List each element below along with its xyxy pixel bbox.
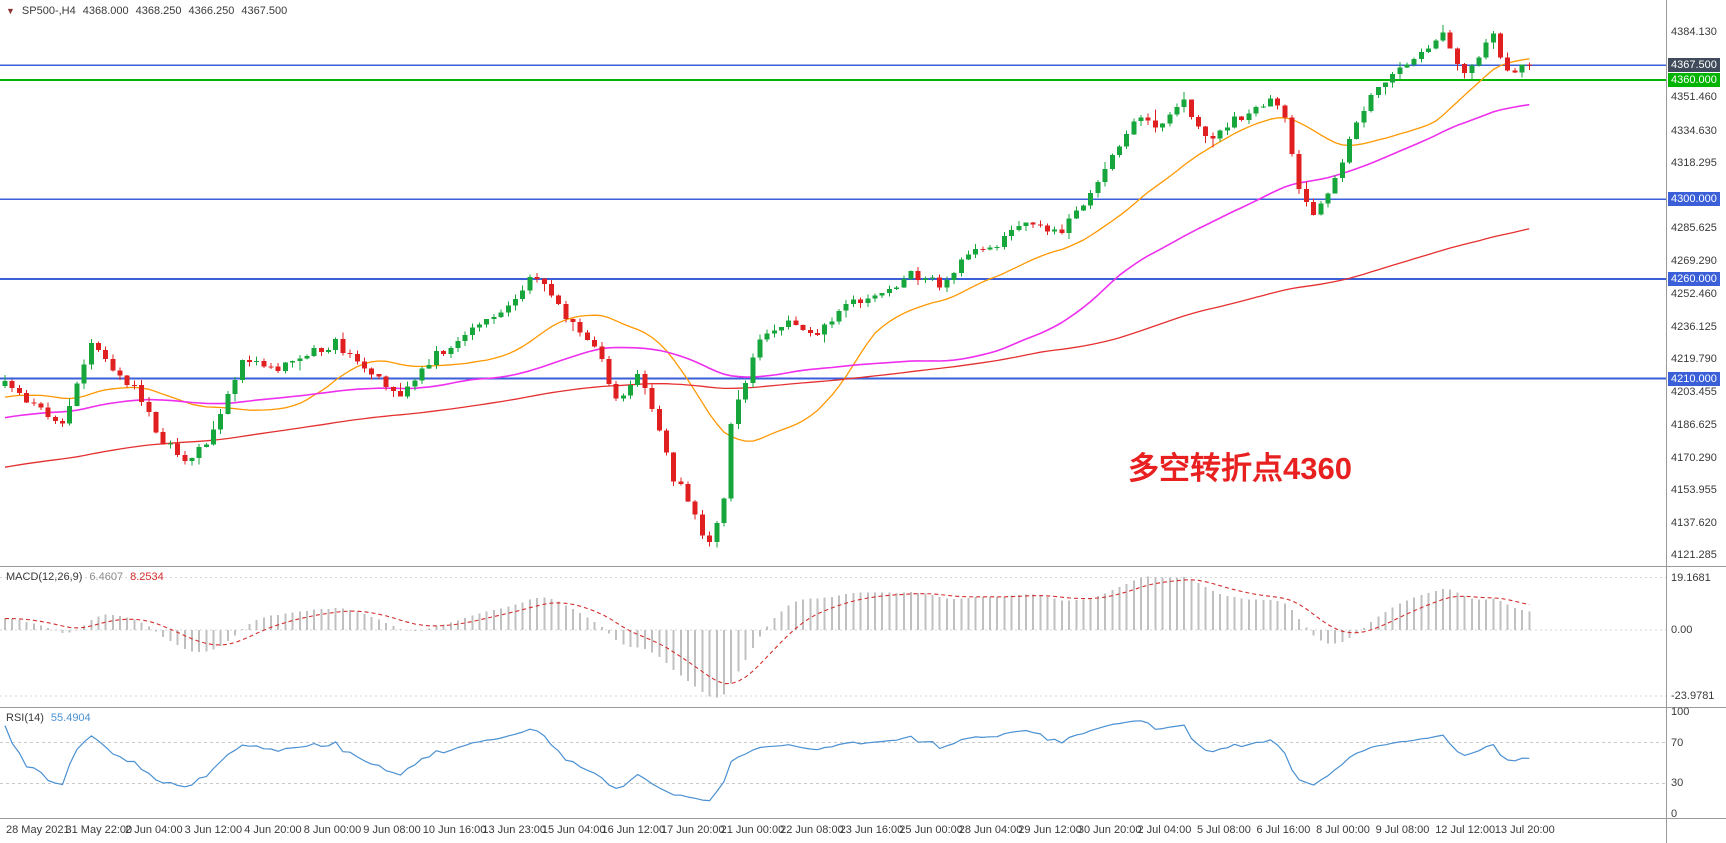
- time-tick-label: 5 Jul 08:00: [1197, 824, 1251, 836]
- chart-header: ▼ SP500-,H4 4368.000 4368.250 4366.250 4…: [6, 5, 287, 17]
- macd-scale-label: 19.1681: [1671, 571, 1711, 584]
- price-tick-label: 4121.285: [1671, 549, 1717, 562]
- time-tick-label: 10 Jun 16:00: [422, 824, 487, 836]
- macd-canvas[interactable]: [0, 567, 1666, 707]
- time-tick-label: 9 Jun 08:00: [363, 824, 421, 836]
- rsi-value: 55.4904: [50, 712, 91, 724]
- macd-panel[interactable]: MACD(12,26,9) 6.4607 8.2534: [0, 567, 1666, 707]
- axis-border: [1666, 0, 1667, 843]
- time-tick-label: 3 Jun 12:00: [184, 824, 243, 836]
- macd-indicator-label: MACD(12,26,9) 6.4607 8.2534: [6, 571, 164, 583]
- time-tick-label: 21 Jun 00:00: [720, 824, 785, 836]
- time-tick-label: 28 May 2021: [6, 824, 70, 836]
- price-tick-label: 4137.620: [1671, 516, 1717, 529]
- ohlc-high-value: 4368.250: [135, 5, 182, 17]
- time-tick-label: 13 Jul 20:00: [1494, 824, 1555, 836]
- price-tick-label: 4219.790: [1671, 353, 1717, 365]
- time-tick-label: 9 Jul 08:00: [1375, 824, 1430, 836]
- rsi-indicator-label: RSI(14) 55.4904: [6, 712, 91, 724]
- price-tick-label: 4186.625: [1671, 419, 1717, 431]
- hline-price-badge[interactable]: 4210.000: [1668, 371, 1720, 386]
- time-tick-label: 8 Jul 00:00: [1316, 824, 1370, 836]
- time-tick-label: 8 Jun 00:00: [303, 824, 362, 836]
- price-tick-label: 4203.455: [1671, 385, 1717, 398]
- hline-price-badge[interactable]: 4260.000: [1668, 272, 1720, 286]
- time-tick-label: 2 Jun 04:00: [125, 824, 183, 836]
- candlestick-canvas[interactable]: [0, 0, 1666, 566]
- panel-separator: [0, 818, 1726, 819]
- ohlc-close-value: 4367.500: [241, 5, 288, 17]
- macd-main-value: 6.4607: [89, 571, 124, 583]
- time-tick-label: 28 Jun 04:00: [958, 824, 1023, 836]
- time-tick-label: 12 Jul 12:00: [1435, 824, 1496, 836]
- time-tick-label: 13 Jun 23:00: [482, 824, 547, 836]
- time-tick-label: 23 Jun 16:00: [839, 824, 904, 836]
- hline-price-badge[interactable]: 4367.500: [1668, 58, 1720, 73]
- panel-separator[interactable]: [0, 707, 1726, 708]
- price-tick-label: 4351.460: [1671, 91, 1717, 103]
- price-tick-label: 4269.290: [1671, 254, 1717, 267]
- price-tick-label: 4236.125: [1671, 320, 1717, 333]
- time-axis[interactable]: 28 May 2021 31 May 22:00 2 Jun 04:00 3 Jun …: [0, 819, 1726, 843]
- time-tick-label: 31 May 22:00: [65, 824, 133, 836]
- rsi-scale-label: 100: [1671, 706, 1690, 718]
- price-tick-label: 4334.630: [1671, 124, 1717, 137]
- rsi-canvas[interactable]: [0, 708, 1666, 818]
- time-tick-label: 15 Jun 04:00: [541, 824, 606, 836]
- collapse-arrow-icon[interactable]: ▼: [6, 5, 15, 16]
- price-tick-label: 4153.955: [1671, 484, 1717, 497]
- rsi-scale-label: 30: [1671, 777, 1684, 790]
- symbol-timeframe-label: SP500-,H4: [21, 5, 76, 17]
- time-tick-label: 29 Jun 12:00: [1018, 824, 1082, 836]
- time-tick-label: 17 Jun 20:00: [661, 824, 725, 836]
- annotation-text: 多空转折点4360: [1128, 451, 1352, 486]
- rsi-name: RSI(14): [6, 712, 44, 724]
- rsi-panel[interactable]: RSI(14) 55.4904: [0, 708, 1666, 818]
- ohlc-low-value: 4366.250: [188, 5, 235, 17]
- time-tick-label: 4 Jun 20:00: [244, 824, 302, 836]
- macd-name: MACD(12,26,9): [6, 571, 83, 583]
- main-chart-panel[interactable]: ▼ SP500-,H4 4368.000 4368.250 4366.250 4…: [0, 0, 1666, 566]
- macd-scale-label: 0.00: [1671, 624, 1693, 637]
- hline-price-badge[interactable]: 4300.000: [1668, 192, 1720, 207]
- macd-scale-label: -23.9781: [1671, 690, 1715, 702]
- price-tick-label: 4318.295: [1671, 157, 1717, 169]
- price-tick-label: 4285.625: [1671, 222, 1717, 234]
- price-axis[interactable]: 4384.130 4351.460 4334.630 4318.295 4285.625…: [1667, 0, 1726, 820]
- ohlc-open-value: 4368.000: [82, 5, 129, 17]
- price-tick-label: 4384.130: [1671, 26, 1717, 38]
- time-tick-label: 22 Jun 08:00: [780, 824, 844, 836]
- time-tick-label: 2 Jul 04:00: [1137, 824, 1192, 836]
- rsi-scale-label: 70: [1671, 736, 1684, 749]
- time-tick-label: 16 Jun 12:00: [601, 824, 666, 836]
- price-tick-label: 4170.290: [1671, 451, 1717, 464]
- time-tick-label: 6 Jul 16:00: [1256, 824, 1311, 836]
- time-tick-label: 30 Jun 20:00: [1077, 824, 1142, 836]
- rsi-scale-label: 0: [1671, 808, 1678, 820]
- panel-separator[interactable]: [0, 566, 1726, 567]
- time-tick-label: 25 Jun 00:00: [899, 824, 963, 836]
- macd-signal-value: 8.2534: [130, 571, 164, 583]
- price-tick-label: 4252.460: [1671, 288, 1717, 300]
- hline-price-badge[interactable]: 4360.000: [1668, 73, 1720, 87]
